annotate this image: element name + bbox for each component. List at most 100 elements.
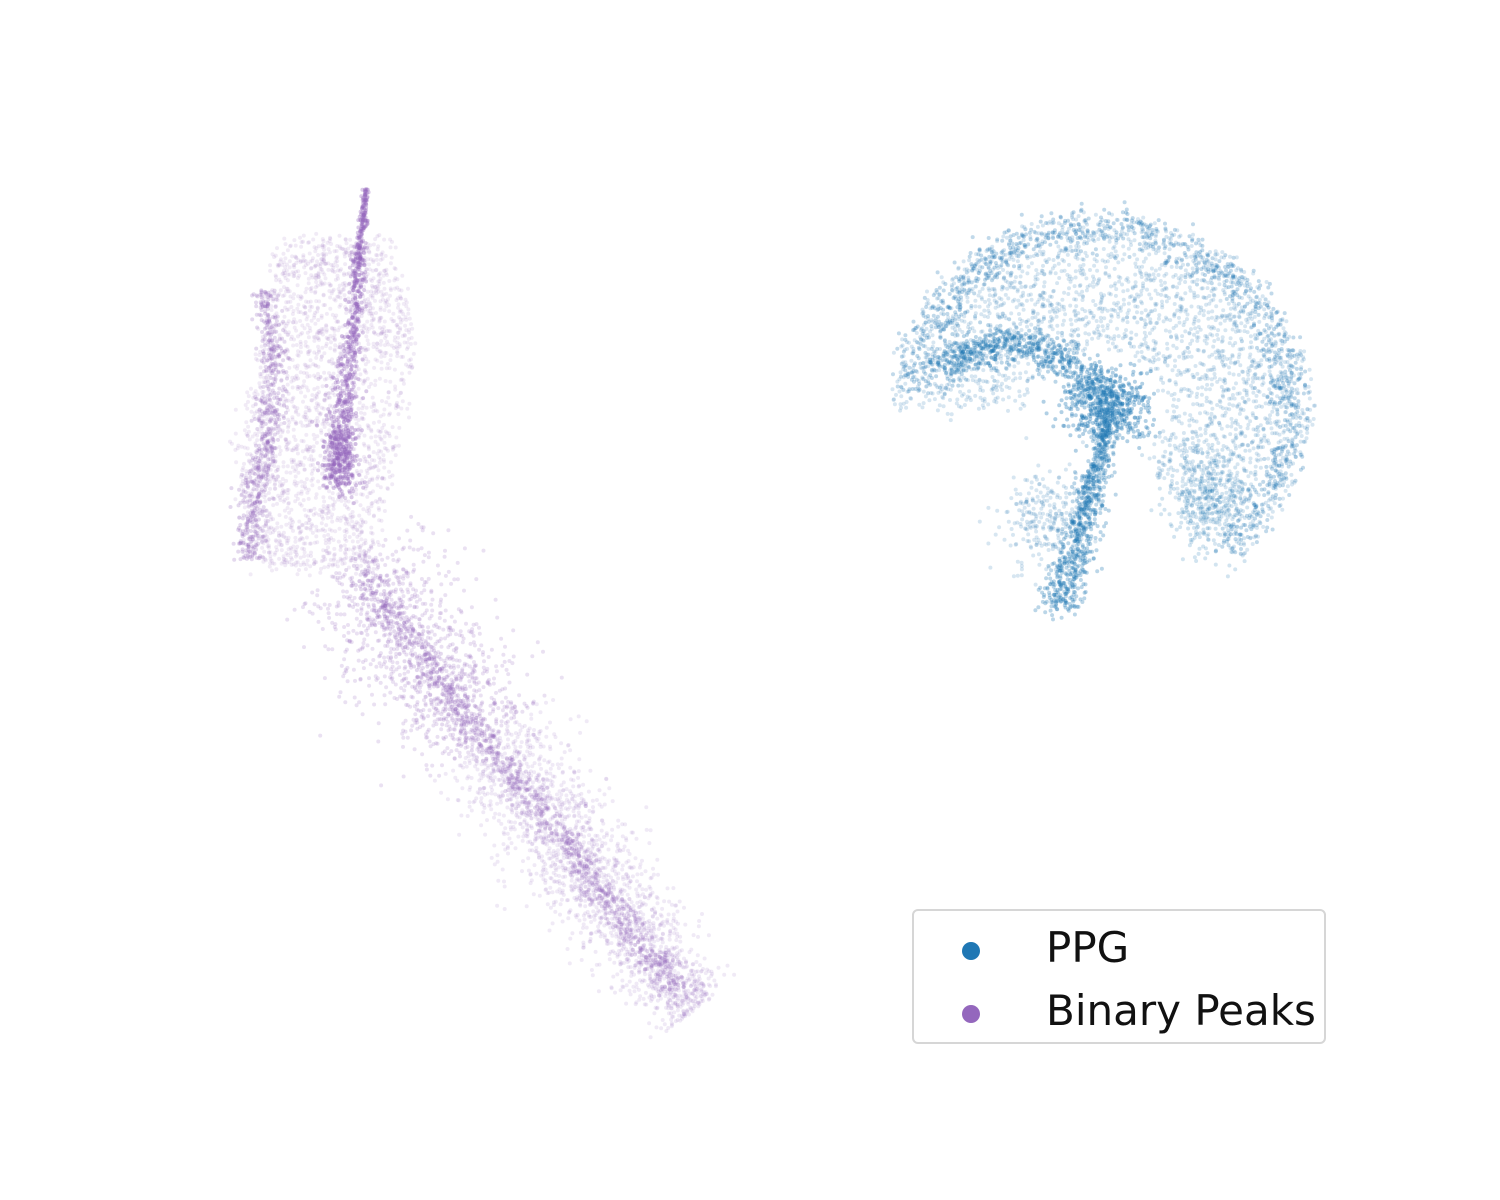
ppg-point: [1113, 308, 1118, 313]
ppg-point: [1227, 365, 1231, 370]
ppg-point: [1234, 303, 1239, 308]
ppg-point: [1046, 369, 1050, 374]
ppg-point: [986, 308, 991, 313]
ppg-point: [945, 345, 950, 350]
ppg-point: [976, 277, 981, 281]
ppg-point: [1182, 411, 1187, 416]
ppg-point: [967, 258, 972, 263]
ppg-point: [1261, 445, 1265, 450]
ppg-point: [908, 396, 913, 401]
ppg-point: [1284, 319, 1289, 324]
ppg-point: [1198, 249, 1203, 254]
ppg-point: [1103, 384, 1108, 389]
ppg-point: [1213, 249, 1218, 254]
ppg-point: [1169, 465, 1174, 470]
ppg-point: [1149, 277, 1154, 282]
ppg-point: [976, 366, 981, 371]
ppg-point: [1214, 264, 1219, 269]
ppg-point: [1211, 287, 1216, 292]
ppg-point: [1072, 329, 1077, 334]
ppg-point: [1114, 303, 1119, 308]
ppg-point: [962, 403, 967, 407]
ppg-point: [1177, 320, 1182, 325]
ppg-point: [926, 381, 931, 386]
ppg-point: [1000, 314, 1005, 319]
ppg-point: [1144, 334, 1148, 339]
ppg-point: [1006, 362, 1011, 367]
ppg-point: [1125, 315, 1129, 320]
ppg-point: [1215, 332, 1220, 337]
ppg-point: [1272, 333, 1277, 338]
ppg-point: [1226, 301, 1231, 306]
ppg-point: [1244, 393, 1249, 398]
ppg-point: [1261, 353, 1266, 357]
ppg-point: [1188, 288, 1193, 293]
ppg-point: [1262, 493, 1267, 498]
ppg-point: [1192, 332, 1196, 337]
ppg-point: [1252, 323, 1256, 328]
ppg-point: [943, 385, 948, 390]
ppg-point: [1254, 393, 1259, 398]
ppg-point: [1245, 416, 1250, 421]
ppg-point: [1224, 297, 1229, 301]
ppg-point: [1170, 284, 1175, 289]
ppg-point: [1147, 396, 1152, 401]
ppg-point: [920, 375, 925, 380]
ppg-point: [1211, 365, 1216, 370]
ppg-point: [1274, 310, 1279, 315]
ppg-point: [971, 341, 976, 345]
ppg-point: [946, 304, 951, 309]
ppg-point: [909, 358, 914, 363]
ppg-point: [1119, 425, 1124, 430]
ppg-point: [1221, 459, 1226, 464]
ppg-point: [1272, 501, 1277, 506]
ppg-point: [1128, 395, 1133, 400]
ppg-point: [1075, 358, 1080, 363]
ppg-point: [1016, 337, 1021, 342]
ppg-point: [1002, 230, 1007, 235]
ppg-point: [1005, 355, 1010, 360]
ppg-point: [942, 391, 947, 396]
ppg-point: [1069, 276, 1074, 281]
ppg-point: [1133, 261, 1138, 266]
ppg-point: [1266, 285, 1271, 290]
ppg-point: [1210, 406, 1215, 411]
ppg-point: [1071, 228, 1076, 232]
ppg-point: [1124, 207, 1129, 212]
ppg-point: [1190, 279, 1195, 284]
ppg-point: [1022, 403, 1027, 408]
ppg-point: [1137, 247, 1142, 252]
ppg-point: [1012, 264, 1016, 269]
ppg-point: [1253, 477, 1258, 482]
ppg-point: [1207, 387, 1212, 392]
ppg-point: [930, 333, 935, 338]
ppg-point: [1292, 448, 1297, 453]
ppg-point: [1120, 392, 1125, 397]
ppg-point: [1016, 235, 1021, 240]
ppg-point: [949, 368, 954, 373]
ppg-point: [1117, 306, 1122, 311]
ppg-point: [1231, 343, 1235, 348]
ppg-point: [1129, 294, 1134, 299]
ppg-point: [1085, 284, 1090, 289]
ppg-point: [1069, 407, 1074, 412]
ppg-point: [1267, 417, 1272, 422]
ppg-point: [1225, 463, 1230, 468]
ppg-point: [979, 312, 984, 317]
ppg-point: [1169, 335, 1174, 340]
ppg-point: [1102, 207, 1107, 212]
ppg-point: [1063, 347, 1068, 352]
ppg-point: [969, 280, 974, 285]
ppg-point: [1275, 407, 1280, 412]
ppg-point: [1080, 289, 1085, 294]
ppg-point: [1177, 354, 1182, 359]
ppg-point: [1195, 450, 1200, 455]
ppg-point: [1141, 215, 1146, 220]
ppg-point: [1227, 341, 1232, 346]
ppg-point: [1204, 341, 1209, 346]
ppg-point: [944, 370, 949, 375]
ppg-point: [1267, 349, 1272, 354]
ppg-point: [1178, 297, 1183, 302]
ppg-point: [891, 350, 896, 355]
ppg-point: [925, 289, 929, 294]
